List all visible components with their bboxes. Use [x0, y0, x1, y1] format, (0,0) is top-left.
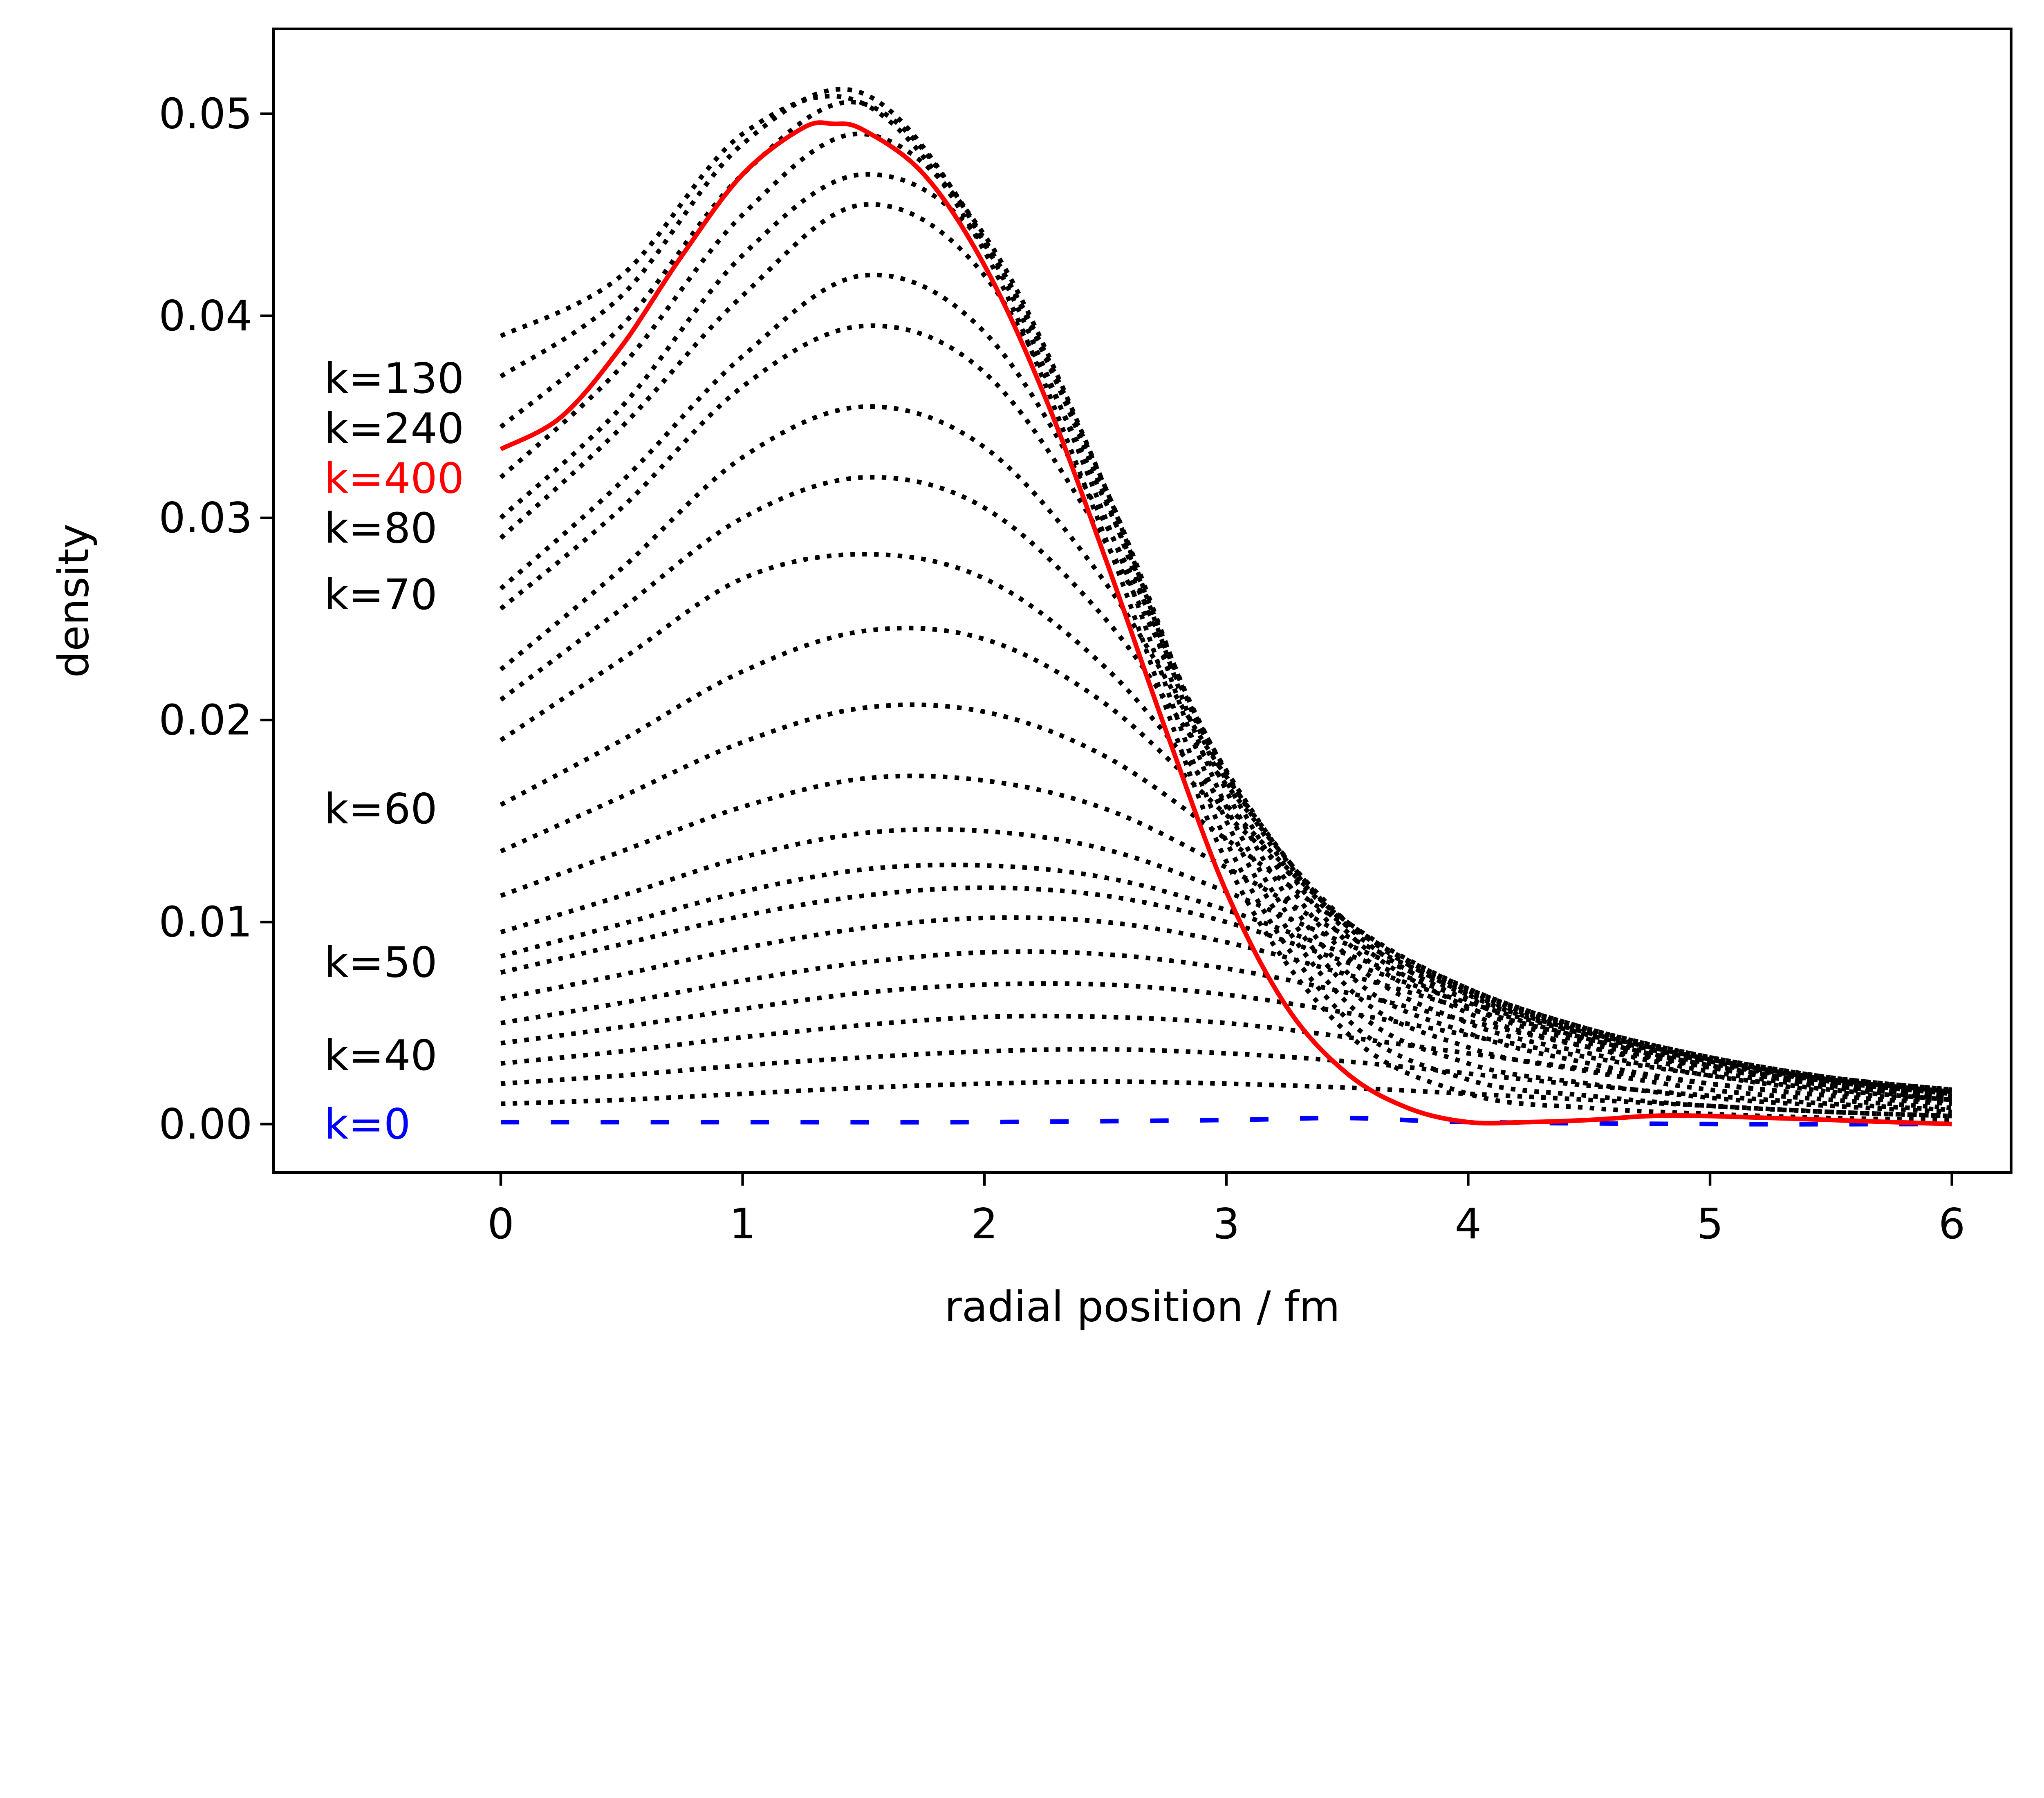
annotation-k130: k=130 — [324, 354, 464, 403]
axes-frame — [272, 27, 2013, 1174]
dotted-curve-12 — [499, 552, 1952, 1094]
annotation-k400: k=400 — [324, 454, 464, 503]
y-tick-label: 0.02 — [159, 695, 252, 744]
dotted-curve-13 — [499, 475, 1952, 1096]
y-tick-label: 0.03 — [159, 493, 252, 543]
y-tick-label: 0.01 — [159, 898, 252, 947]
plot-curves — [499, 87, 1952, 1127]
annotation-k0: k=0 — [324, 1100, 410, 1149]
dotted-curve-14 — [499, 404, 1952, 1098]
y-tick-label: 0.04 — [159, 291, 252, 341]
y-axis: 0.00 0.01 0.02 0.03 0.04 0.05 — [159, 90, 273, 1149]
final-curve-k400 — [500, 120, 1952, 1127]
annotation-k40: k=40 — [324, 1031, 437, 1080]
x-tick-label: 5 — [1697, 1199, 1723, 1249]
dotted-curve-3 — [500, 981, 1952, 1102]
y-axis-label: density — [49, 524, 98, 678]
dotted-curve-22 — [500, 94, 1952, 1123]
y-tick-label: 0.00 — [159, 1100, 252, 1149]
dotted-curve-19 — [499, 131, 1952, 1110]
dotted-curve-7 — [500, 862, 1952, 1094]
annotation-k80: k=80 — [324, 504, 437, 553]
annotation-k60: k=60 — [324, 785, 437, 834]
annotation-k240: k=240 — [324, 404, 464, 453]
dotted-curve-18 — [499, 172, 1952, 1106]
x-axis: 0 1 2 3 4 5 6 — [487, 1173, 1965, 1249]
x-tick-label: 0 — [487, 1199, 514, 1249]
background — [0, 0, 2044, 1359]
x-tick-label: 1 — [729, 1199, 756, 1249]
dotted-curve-16 — [499, 272, 1952, 1102]
dotted-curve-11 — [500, 625, 1952, 1092]
dotted-curve-6 — [500, 885, 1952, 1094]
annotation-k50: k=50 — [324, 938, 437, 987]
annotation-k70: k=70 — [324, 570, 437, 619]
dotted-curve-0 — [500, 1079, 1952, 1119]
x-tick-label: 4 — [1455, 1199, 1481, 1249]
initial-curve-k0 — [501, 1115, 1952, 1127]
dotted-curve-21 — [499, 87, 1952, 1119]
x-axis-label: radial position / fm — [944, 1282, 1340, 1332]
y-tick-label: 0.05 — [159, 90, 252, 139]
x-tick-label: 3 — [1213, 1199, 1239, 1249]
x-tick-label: 6 — [1939, 1199, 1965, 1249]
x-tick-label: 2 — [971, 1199, 997, 1249]
